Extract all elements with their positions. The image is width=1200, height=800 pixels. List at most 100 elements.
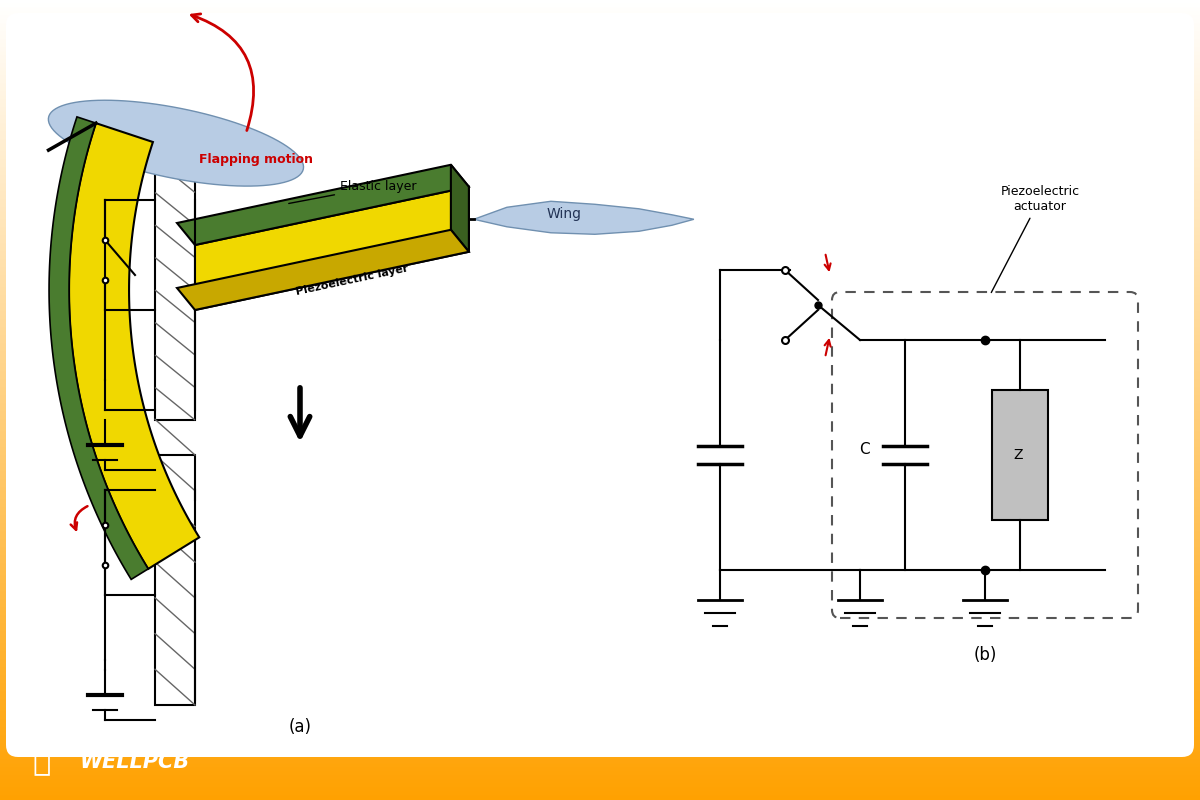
- Bar: [0, 768, 1200, 772]
- Bar: [0, 436, 1200, 440]
- Bar: [0, 192, 1200, 196]
- Bar: [0, 168, 1200, 172]
- Bar: [0, 208, 1200, 212]
- Bar: [0, 600, 1200, 604]
- Bar: [0, 276, 1200, 280]
- Bar: [0, 780, 1200, 784]
- Bar: [0, 380, 1200, 384]
- Bar: [0, 360, 1200, 364]
- Bar: [0, 288, 1200, 292]
- Bar: [0, 732, 1200, 736]
- Bar: [0, 592, 1200, 596]
- Bar: [0, 740, 1200, 744]
- Bar: [0, 684, 1200, 688]
- Bar: [0, 524, 1200, 528]
- Text: WELLPCB: WELLPCB: [80, 752, 191, 772]
- Bar: [0, 96, 1200, 100]
- Bar: [0, 784, 1200, 788]
- Bar: [0, 620, 1200, 624]
- Polygon shape: [48, 100, 304, 186]
- Bar: [0, 340, 1200, 344]
- Bar: [0, 536, 1200, 540]
- Bar: [0, 272, 1200, 276]
- Bar: [0, 432, 1200, 436]
- Bar: [0, 616, 1200, 620]
- Bar: [0, 328, 1200, 332]
- Bar: [0, 332, 1200, 336]
- Bar: [0, 108, 1200, 112]
- Bar: [0, 528, 1200, 532]
- Bar: [0, 504, 1200, 508]
- Polygon shape: [194, 186, 469, 310]
- Text: Z: Z: [1013, 448, 1022, 462]
- Bar: [0, 460, 1200, 464]
- Bar: [0, 368, 1200, 372]
- Bar: [0, 644, 1200, 648]
- Bar: [0, 64, 1200, 68]
- Bar: [0, 464, 1200, 468]
- Bar: [0, 468, 1200, 472]
- Bar: [0, 776, 1200, 780]
- Bar: [0, 344, 1200, 348]
- Bar: [0, 680, 1200, 684]
- FancyBboxPatch shape: [6, 13, 1194, 757]
- Bar: [0, 636, 1200, 640]
- Bar: [0, 80, 1200, 84]
- Bar: [0, 712, 1200, 716]
- Bar: [0, 704, 1200, 708]
- Bar: [0, 572, 1200, 576]
- Bar: [0, 284, 1200, 288]
- Bar: [0, 196, 1200, 200]
- Bar: [0, 548, 1200, 552]
- Bar: [0, 624, 1200, 628]
- Bar: [992, 390, 1048, 520]
- Bar: [0, 204, 1200, 208]
- Bar: [0, 580, 1200, 584]
- Bar: [0, 144, 1200, 148]
- Bar: [0, 696, 1200, 700]
- Bar: [0, 88, 1200, 92]
- Bar: [0, 28, 1200, 32]
- Bar: [0, 76, 1200, 80]
- Bar: [0, 640, 1200, 644]
- Bar: [0, 264, 1200, 268]
- Bar: [0, 584, 1200, 588]
- Bar: [0, 52, 1200, 56]
- Bar: [0, 48, 1200, 52]
- Bar: [0, 116, 1200, 120]
- Bar: [0, 516, 1200, 520]
- Bar: [0, 68, 1200, 72]
- Bar: [0, 424, 1200, 428]
- Bar: [0, 660, 1200, 664]
- Bar: [155, 455, 194, 705]
- Bar: [0, 232, 1200, 236]
- Bar: [0, 212, 1200, 216]
- Text: (a): (a): [288, 718, 312, 736]
- Bar: [0, 148, 1200, 152]
- Bar: [0, 416, 1200, 420]
- Bar: [0, 772, 1200, 776]
- Bar: [0, 472, 1200, 476]
- Bar: [0, 40, 1200, 44]
- Bar: [0, 180, 1200, 184]
- Bar: [0, 404, 1200, 408]
- Bar: [0, 744, 1200, 748]
- Bar: [0, 36, 1200, 40]
- Bar: [0, 400, 1200, 404]
- Bar: [0, 244, 1200, 248]
- Bar: [0, 32, 1200, 36]
- Bar: [0, 520, 1200, 524]
- Bar: [0, 136, 1200, 140]
- Bar: [0, 336, 1200, 340]
- Bar: [0, 84, 1200, 88]
- Bar: [0, 492, 1200, 496]
- Bar: [0, 188, 1200, 192]
- Bar: [0, 724, 1200, 728]
- Bar: [0, 588, 1200, 592]
- Text: Wing: Wing: [546, 207, 581, 222]
- Bar: [0, 480, 1200, 484]
- Polygon shape: [178, 230, 469, 310]
- Bar: [0, 252, 1200, 256]
- Bar: [0, 308, 1200, 312]
- Bar: [0, 604, 1200, 608]
